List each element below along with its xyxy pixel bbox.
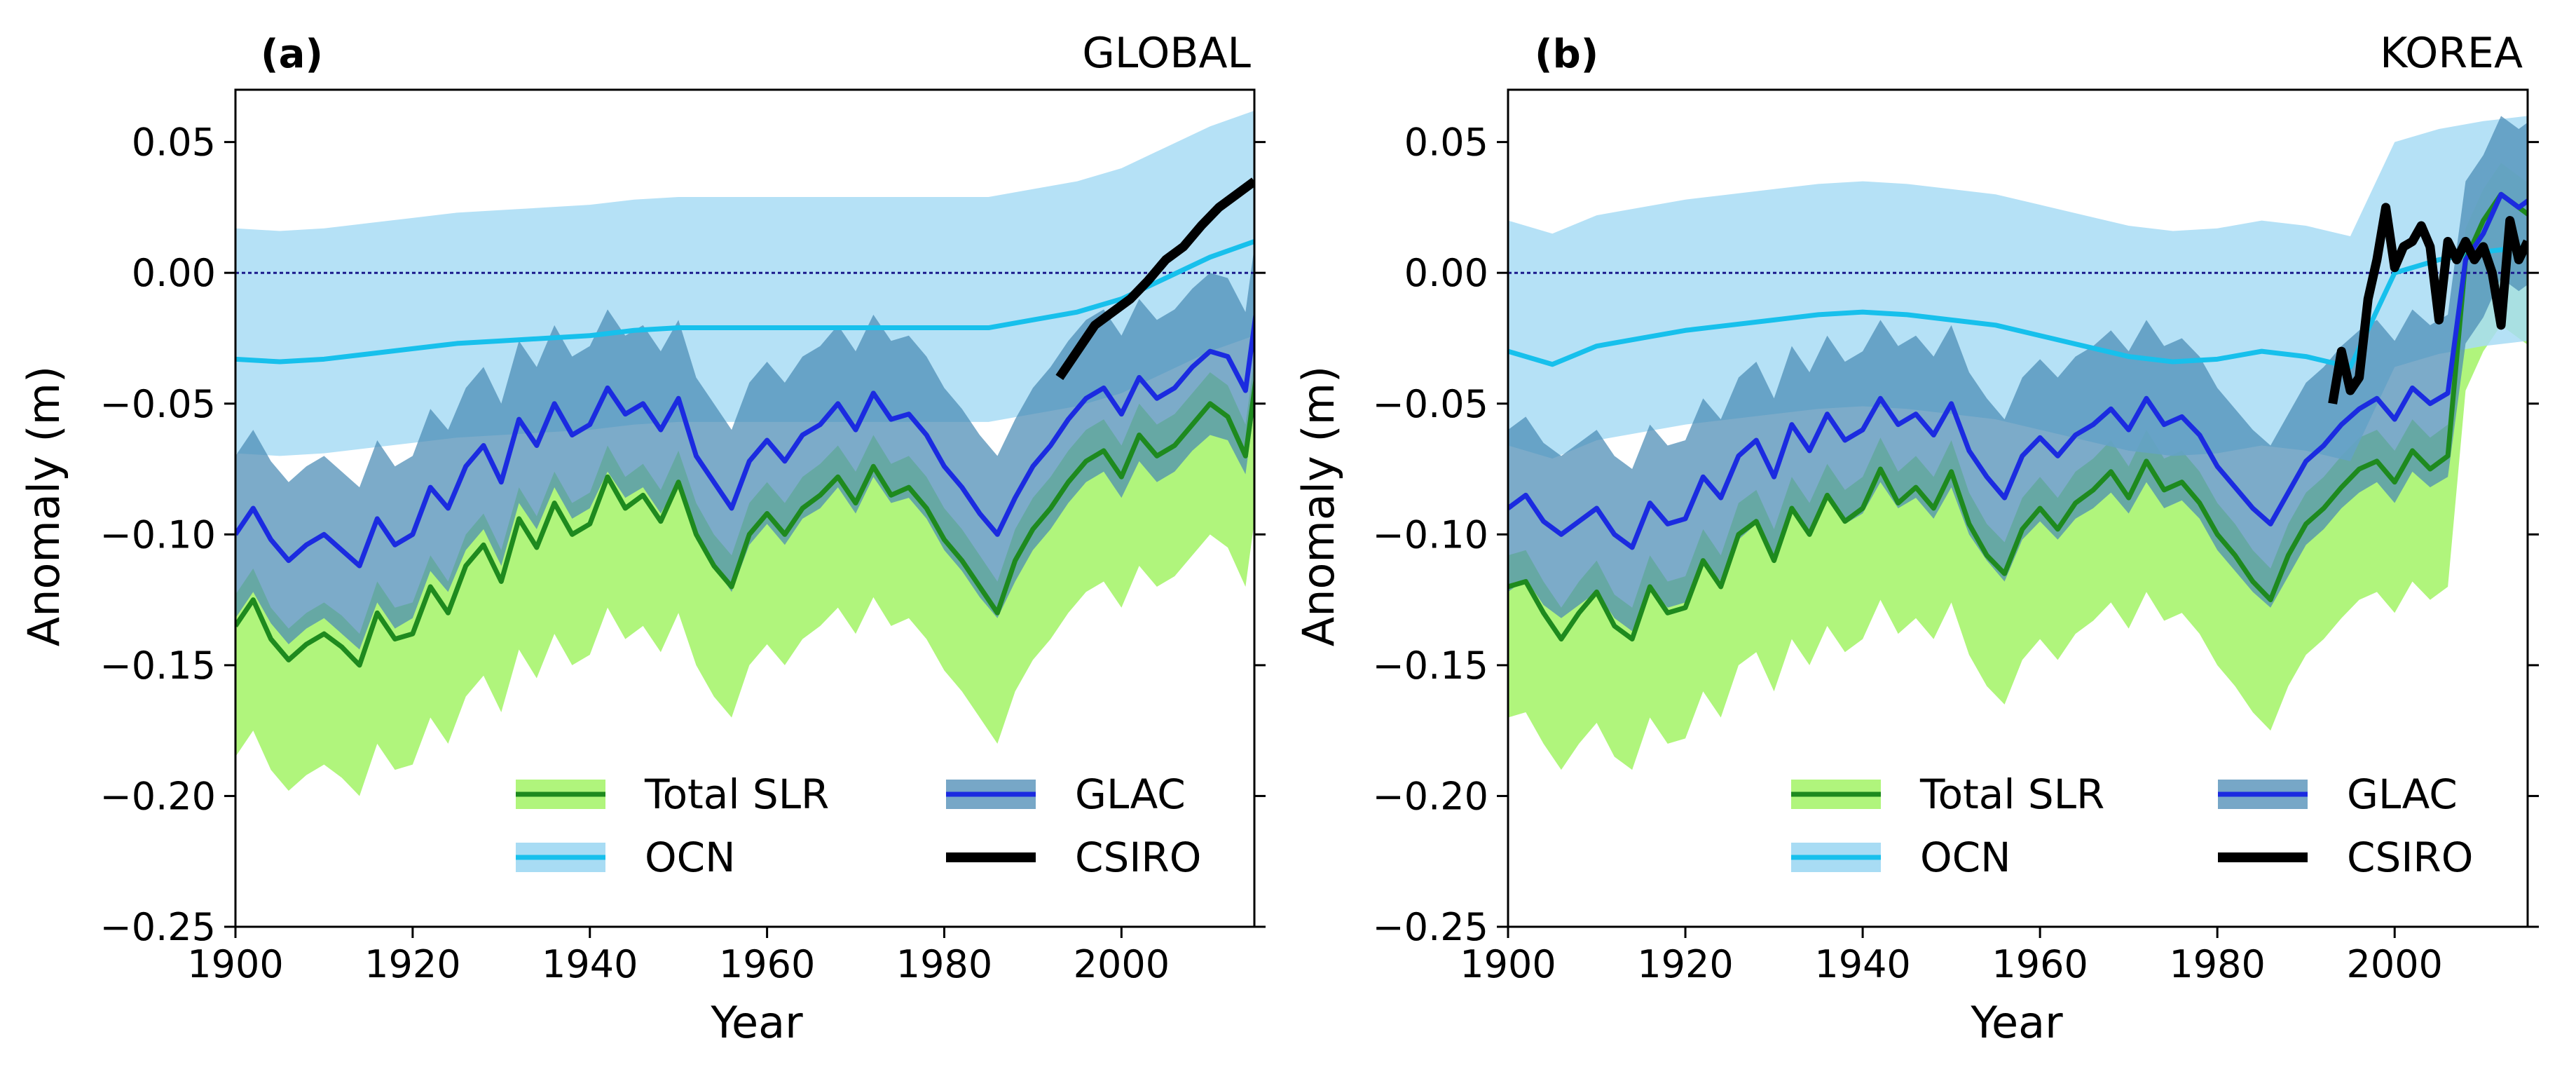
x-tick-label: 1940 (1814, 942, 1910, 986)
x-axis-label-a: Year (710, 997, 803, 1048)
y-tick-label: −0.15 (1373, 644, 1488, 688)
band-total-slr (235, 359, 1254, 796)
band-glac (235, 246, 1254, 650)
x-tick-label: 1920 (364, 942, 460, 986)
legend-b: Total SLR GLAC OCN CSIRO (1791, 770, 2473, 881)
y-tick-label: −0.10 (100, 512, 216, 557)
x-tick-label: 1900 (187, 942, 283, 986)
band-ocn (1508, 116, 2528, 461)
legend-label-csiro: CSIRO (1075, 834, 1201, 881)
band-glac (1508, 116, 2528, 632)
series-line-csiro (2328, 203, 2528, 405)
y-tick-label: −0.10 (1373, 512, 1488, 557)
x-tick-label: 2000 (2346, 942, 2442, 986)
series-line-total-slr (235, 372, 1254, 668)
panel-label-a: (a) (261, 32, 323, 77)
plot-area-a: 1900 1920 1940 1960 1980 2000 −0.25 −0.20 −0.15 −… (100, 88, 1266, 986)
panel-korea: (b) KOREA Year Anomaly (m) 1900 1920 1940 1… (1293, 29, 2539, 1048)
panel-title-korea: KOREA (2380, 29, 2523, 78)
x-axis-label-b: Year (1970, 997, 2063, 1048)
legend-a: Total SLR GLAC OCN CSIRO (516, 770, 1201, 881)
x-tick-label: 1940 (542, 942, 638, 986)
y-tick-label: 0.00 (132, 251, 216, 295)
legend-label-total-slr: Total SLR (1919, 770, 2104, 818)
band-total-slr (1508, 163, 2528, 770)
y-tick-label: −0.05 (100, 382, 216, 426)
x-tick-label: 1960 (1992, 942, 2088, 986)
y-tick-label: −0.20 (100, 774, 216, 818)
x-tick-label: 2000 (1074, 942, 1170, 986)
y-tick-label: −0.25 (1373, 905, 1488, 949)
series-line-glac (1508, 191, 2528, 550)
series-line-glac (235, 306, 1254, 569)
legend-label-ocn: OCN (645, 834, 736, 881)
y-axis-label-a: Anomaly (m) (18, 366, 69, 646)
y-tick-label: 0.05 (1404, 121, 1488, 165)
series-line-ocn (235, 239, 1254, 365)
panel-label-b: (b) (1535, 32, 1598, 77)
y-tick-label: −0.20 (1373, 774, 1488, 818)
y-tick-label: −0.05 (1373, 382, 1488, 426)
legend-label-ocn: OCN (1920, 834, 2011, 881)
plot-area-b: 1900 1920 1940 1960 1980 2000 −0.25 −0.20 −0.15 −… (1373, 88, 2539, 986)
y-tick-label: −0.15 (100, 644, 216, 688)
x-tick-label: 1980 (2169, 942, 2265, 986)
series-line-csiro (1055, 177, 1254, 381)
panel-global: (a) GLOBAL Year Anomaly (m) 1900 1920 1940… (18, 29, 1266, 1048)
axes-frame (234, 88, 1256, 928)
axes-frame (1507, 88, 2529, 928)
plot-marks (235, 110, 1254, 796)
y-axis-label-b: Anomaly (m) (1293, 366, 1344, 646)
x-tick-label: 1980 (896, 942, 992, 986)
legend-label-csiro: CSIRO (2347, 834, 2473, 881)
legend-label-glac: GLAC (2347, 770, 2458, 818)
legend-label-glac: GLAC (1075, 770, 1186, 818)
x-tick-label: 1900 (1460, 942, 1556, 986)
y-tick-label: 0.00 (1404, 251, 1488, 295)
band-ocn (235, 110, 1254, 456)
series-line-total-slr (1508, 191, 2528, 642)
y-tick-label: −0.25 (100, 905, 216, 949)
x-tick-label: 1960 (719, 942, 815, 986)
y-tick-label: 0.05 (132, 121, 216, 165)
x-tick-label: 1920 (1637, 942, 1733, 986)
legend-label-total-slr: Total SLR (644, 770, 829, 818)
panel-title-global: GLOBAL (1082, 29, 1251, 78)
plot-marks (1508, 116, 2528, 770)
